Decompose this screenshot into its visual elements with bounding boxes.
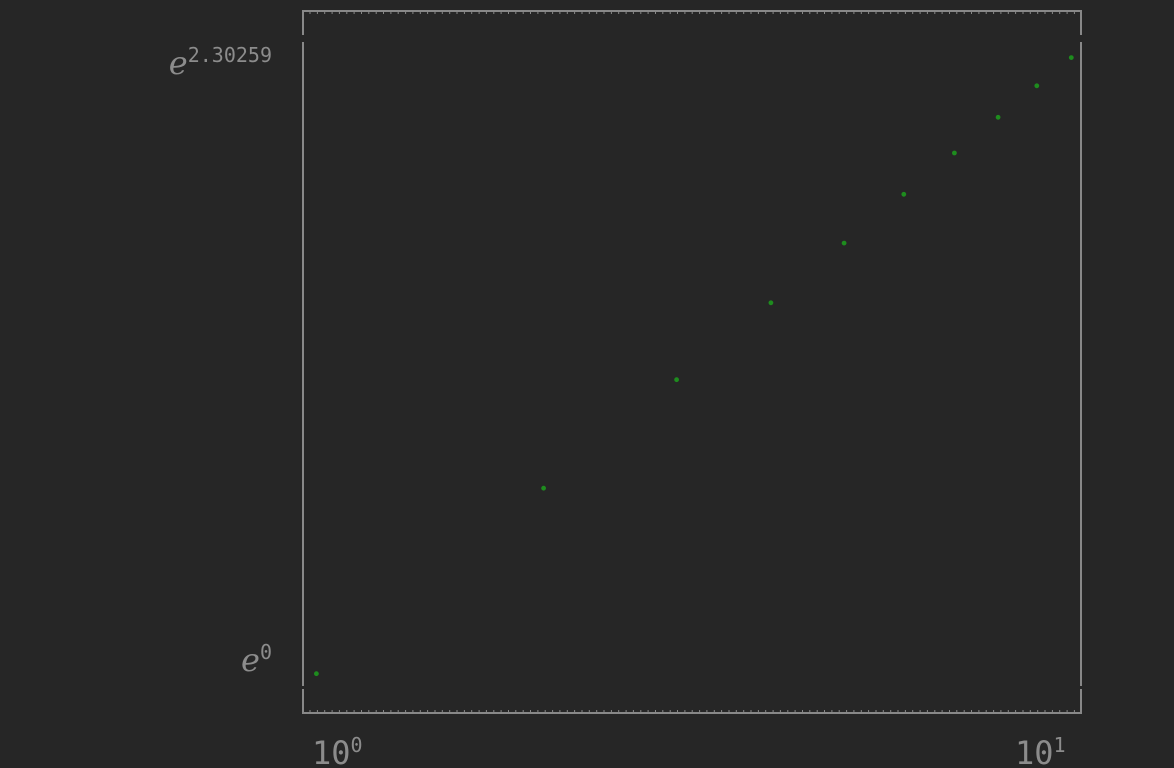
x-tick-1-exponent: 0 [351, 733, 363, 757]
x-tick-10-exponent: 1 [1054, 733, 1066, 757]
y-tick-label-10: e2.30259 [169, 43, 272, 82]
data-point-9 [1034, 83, 1040, 89]
data-point-10 [1068, 55, 1074, 60]
data-point-3 [674, 377, 679, 383]
data-point-2 [541, 485, 546, 491]
scatter-points [314, 55, 1074, 677]
x-minor-ticks [309, 11, 1075, 713]
data-point-8 [995, 114, 1001, 120]
y-tick-1-exponent: 0 [260, 640, 272, 664]
data-point-1 [314, 671, 319, 677]
data-point-7 [952, 150, 957, 156]
y-tick-10-base: e [169, 44, 188, 82]
data-point-6 [901, 191, 907, 197]
x-tick-label-10: 101 [1015, 733, 1066, 768]
data-point-4 [768, 300, 774, 306]
x-tick-10-base: 10 [1015, 734, 1054, 768]
x-tick-label-1: 100 [312, 733, 363, 768]
data-point-5 [841, 240, 847, 246]
y-tick-label-1: e0 [241, 640, 272, 679]
y-tick-1-base: e [241, 641, 260, 679]
y-tick-10-exponent: 2.30259 [188, 43, 272, 67]
x-tick-1-base: 10 [312, 734, 351, 768]
